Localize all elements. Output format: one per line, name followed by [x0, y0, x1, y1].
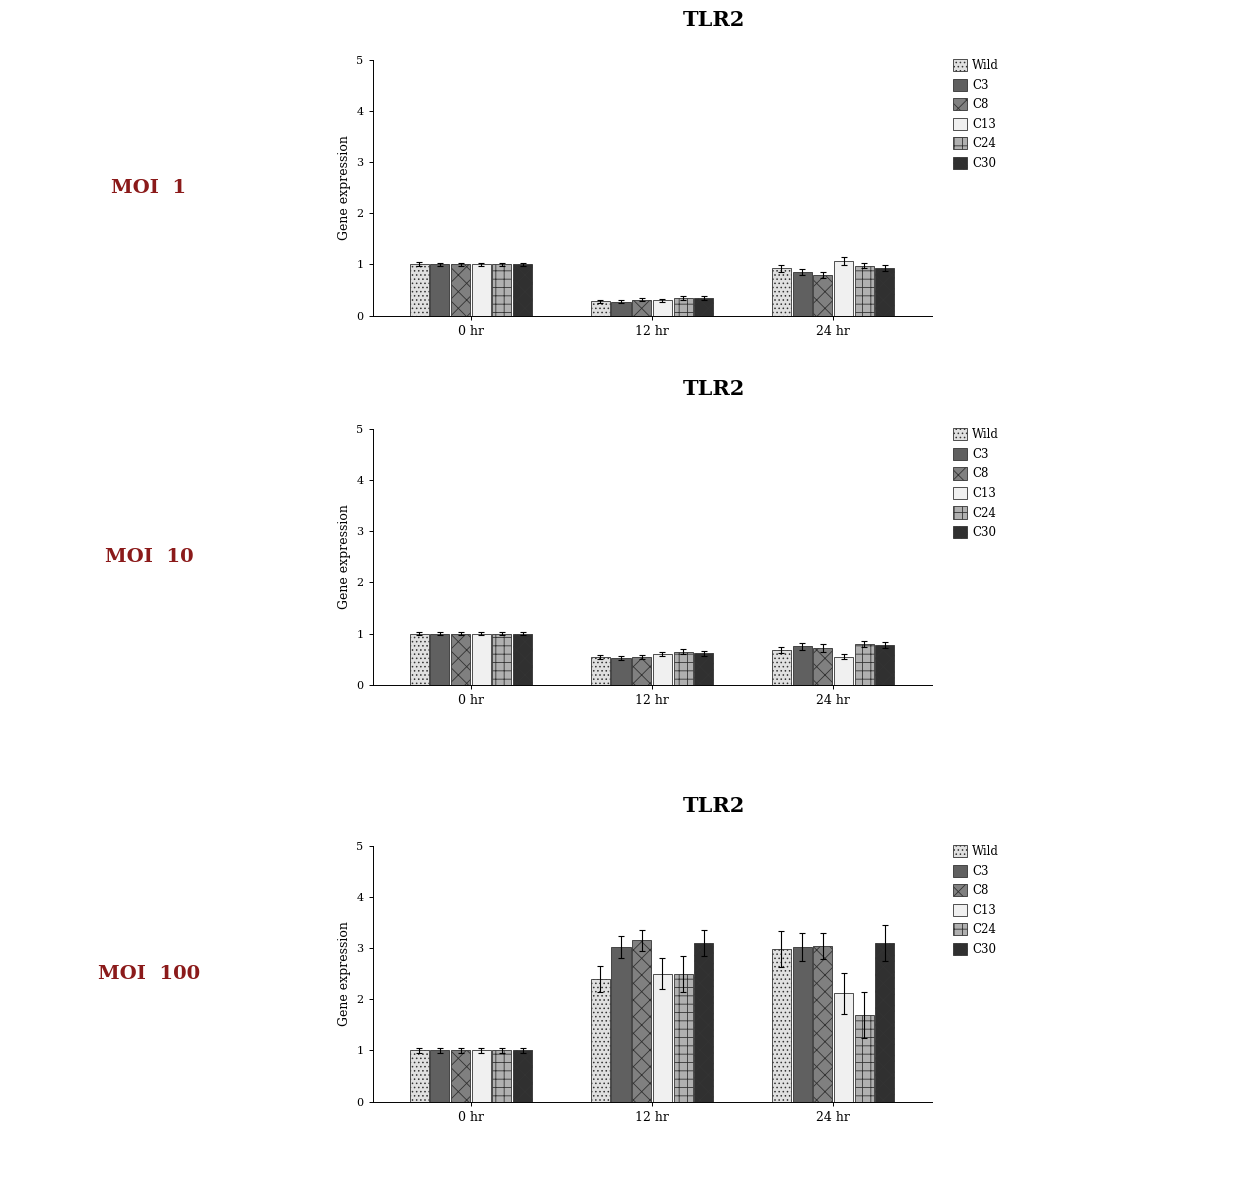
Bar: [611, 301, 631, 316]
Bar: [431, 1050, 450, 1102]
Bar: [773, 949, 791, 1102]
Bar: [410, 264, 428, 316]
Text: TLR2: TLR2: [683, 796, 745, 816]
Y-axis label: Gene expression: Gene expression: [338, 504, 351, 610]
Bar: [876, 268, 894, 316]
Bar: [773, 268, 791, 316]
Bar: [632, 941, 651, 1102]
Bar: [611, 657, 631, 685]
Bar: [876, 646, 894, 685]
Bar: [591, 656, 610, 685]
Bar: [472, 1050, 491, 1102]
Bar: [876, 943, 894, 1102]
Y-axis label: Gene expression: Gene expression: [338, 921, 351, 1027]
Text: TLR2: TLR2: [683, 10, 745, 30]
Bar: [492, 1050, 512, 1102]
Bar: [792, 272, 812, 316]
Legend: Wild, C3, C8, C13, C24, C30: Wild, C3, C8, C13, C24, C30: [949, 841, 1004, 961]
Bar: [814, 275, 832, 316]
Bar: [792, 947, 812, 1102]
Bar: [694, 298, 713, 316]
Text: TLR2: TLR2: [683, 379, 745, 399]
Bar: [653, 654, 672, 685]
Bar: [814, 648, 832, 685]
Bar: [451, 1050, 469, 1102]
Bar: [854, 266, 874, 316]
Bar: [611, 947, 631, 1102]
Bar: [835, 656, 853, 685]
Bar: [632, 656, 651, 685]
Bar: [653, 300, 672, 316]
Y-axis label: Gene expression: Gene expression: [338, 135, 351, 241]
Bar: [472, 634, 491, 685]
Bar: [513, 1050, 532, 1102]
Bar: [854, 644, 874, 685]
Bar: [492, 634, 512, 685]
Bar: [773, 650, 791, 685]
Bar: [653, 974, 672, 1102]
Bar: [673, 298, 693, 316]
Bar: [694, 653, 713, 685]
Text: MOI  10: MOI 10: [104, 548, 194, 566]
Bar: [835, 261, 853, 316]
Bar: [451, 264, 469, 316]
Bar: [431, 634, 450, 685]
Bar: [513, 634, 532, 685]
Bar: [451, 634, 469, 685]
Legend: Wild, C3, C8, C13, C24, C30: Wild, C3, C8, C13, C24, C30: [949, 55, 1004, 175]
Bar: [431, 264, 450, 316]
Bar: [410, 1050, 428, 1102]
Bar: [835, 993, 853, 1102]
Bar: [591, 301, 610, 316]
Legend: Wild, C3, C8, C13, C24, C30: Wild, C3, C8, C13, C24, C30: [949, 424, 1004, 544]
Bar: [632, 300, 651, 316]
Bar: [591, 979, 610, 1102]
Bar: [792, 647, 812, 685]
Bar: [854, 1015, 874, 1102]
Bar: [513, 264, 532, 316]
Bar: [673, 651, 693, 685]
Text: MOI  1: MOI 1: [112, 179, 186, 197]
Bar: [673, 974, 693, 1102]
Bar: [472, 264, 491, 316]
Bar: [492, 264, 512, 316]
Bar: [410, 634, 428, 685]
Text: MOI  100: MOI 100: [98, 965, 200, 983]
Bar: [814, 946, 832, 1102]
Bar: [694, 943, 713, 1102]
